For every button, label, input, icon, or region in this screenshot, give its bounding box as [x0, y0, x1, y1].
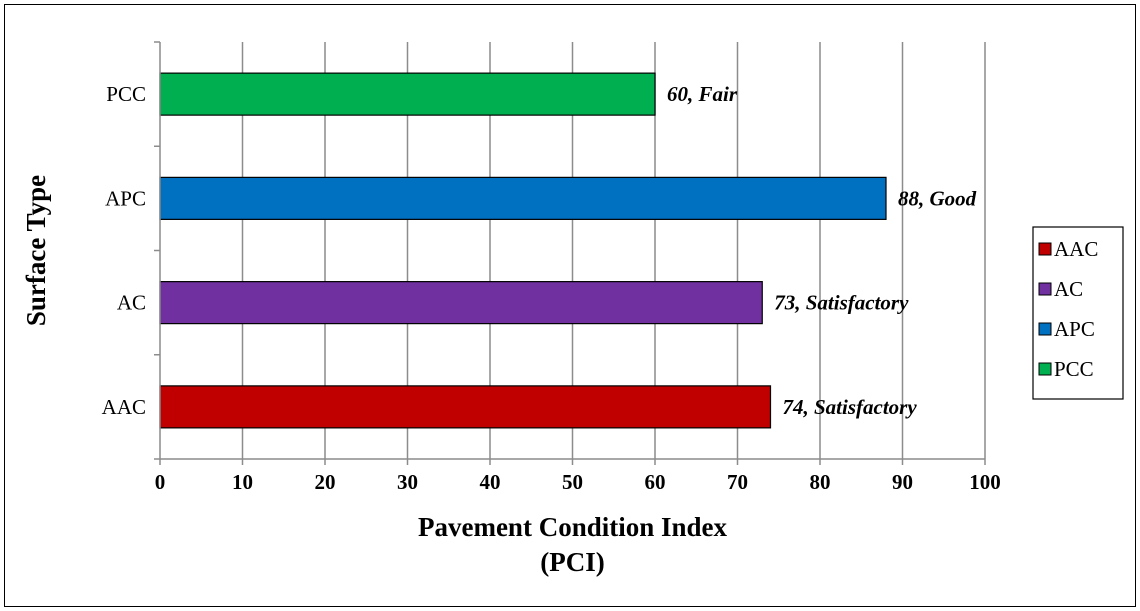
x-tick-label: 90: [892, 470, 913, 494]
x-tick-label: 0: [155, 470, 166, 494]
bar-pcc: [159, 72, 656, 116]
bar-apc: [159, 176, 887, 220]
y-tick-label: APC: [105, 186, 146, 210]
bars: [159, 72, 887, 429]
x-tick-label: 40: [480, 470, 501, 494]
x-tick-label: 50: [562, 470, 583, 494]
x-axis-title-unit: (PCI): [540, 547, 604, 577]
data-label: 88, Good: [898, 186, 977, 210]
y-axis-title: Surface Type: [21, 175, 51, 326]
legend-label: APC: [1054, 317, 1095, 341]
data-label: 60, Fair: [667, 82, 738, 106]
data-labels: 74, Satisfactory 73, Satisfactory 88, Good…: [667, 82, 977, 419]
legend-swatch: [1038, 322, 1052, 336]
x-tick-label: 80: [810, 470, 831, 494]
y-tick-label: AAC: [102, 395, 146, 419]
legend-label: PCC: [1054, 357, 1094, 381]
x-axis-title: Pavement Condition Index: [418, 512, 728, 542]
x-tick-label: 10: [232, 470, 253, 494]
chart-frame: 0 10 20 30 40 50 60 70 80 90 100 AAC AC APC PCC 74, Sa…: [4, 4, 1136, 607]
legend-label: AC: [1054, 277, 1083, 301]
bar-ac: [159, 281, 763, 325]
legend-swatch: [1038, 242, 1052, 256]
legend: AAC AC APC PCC: [1032, 226, 1124, 400]
legend-swatch: [1038, 282, 1052, 296]
bar-chart: 0 10 20 30 40 50 60 70 80 90 100 AAC AC APC PCC 74, Sa…: [21, 41, 1124, 577]
x-tick-label: 20: [315, 470, 336, 494]
axes: 0 10 20 30 40 50 60 70 80 90 100 AAC AC APC PCC: [102, 41, 1001, 494]
x-tick-label: 30: [397, 470, 418, 494]
y-tick-label: AC: [117, 291, 146, 315]
data-label: 74, Satisfactory: [783, 395, 918, 419]
x-tick-label: 70: [727, 470, 748, 494]
y-tick-label: PCC: [106, 82, 146, 106]
legend-swatch: [1038, 362, 1052, 376]
legend-label: AAC: [1054, 237, 1098, 261]
bar-aac: [159, 385, 772, 429]
data-label: 73, Satisfactory: [774, 291, 909, 315]
x-tick-label: 60: [645, 470, 666, 494]
x-tick-label: 100: [969, 470, 1001, 494]
